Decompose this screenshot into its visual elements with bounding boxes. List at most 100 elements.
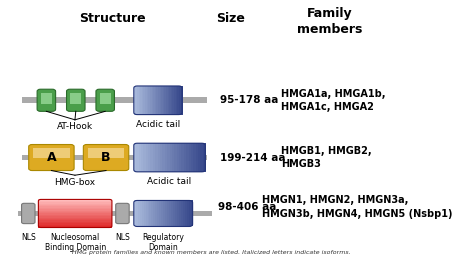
Bar	[175, 200, 177, 226]
Bar	[172, 143, 175, 172]
Text: Size: Size	[216, 12, 245, 25]
Bar	[38, 223, 112, 225]
Text: Structure: Structure	[80, 12, 146, 25]
Bar	[151, 200, 154, 226]
Bar	[146, 200, 148, 226]
Bar	[38, 222, 112, 224]
Bar	[181, 200, 183, 226]
Bar	[38, 212, 112, 214]
Bar	[38, 204, 112, 205]
Bar	[140, 200, 142, 226]
Bar	[176, 86, 178, 115]
Bar	[191, 200, 193, 226]
FancyBboxPatch shape	[116, 203, 129, 224]
Bar	[150, 143, 153, 172]
Bar	[100, 93, 111, 104]
Bar	[189, 200, 191, 226]
Bar	[179, 200, 181, 226]
Bar	[164, 86, 166, 115]
Bar	[136, 86, 137, 115]
Bar	[145, 86, 147, 115]
FancyBboxPatch shape	[37, 89, 55, 111]
Bar	[171, 86, 173, 115]
Bar	[153, 143, 155, 172]
Bar	[170, 143, 173, 172]
Bar	[33, 148, 70, 158]
Bar	[157, 200, 160, 226]
Bar	[187, 200, 189, 226]
Bar	[147, 200, 150, 226]
Bar	[191, 143, 194, 172]
Bar	[142, 200, 144, 226]
Bar	[146, 143, 148, 172]
Bar	[174, 86, 176, 115]
Text: HMG-box: HMG-box	[55, 178, 95, 187]
Bar	[177, 200, 179, 226]
Bar	[88, 148, 124, 158]
FancyBboxPatch shape	[21, 203, 35, 224]
Bar	[38, 201, 112, 203]
Text: 95-178 aa: 95-178 aa	[220, 95, 278, 105]
Bar	[173, 200, 175, 226]
Bar	[22, 155, 207, 160]
Bar	[150, 86, 152, 115]
Bar	[166, 86, 168, 115]
Bar	[148, 86, 150, 115]
Bar	[165, 200, 167, 226]
Bar	[134, 86, 136, 115]
Bar	[189, 143, 191, 172]
Text: HMGN1, HMGN2, HMGN3a,
HMGN3b, HMGN4, HMGN5 (Nsbp1): HMGN1, HMGN2, HMGN3a, HMGN3b, HMGN4, HMG…	[262, 195, 453, 219]
Bar	[38, 211, 112, 212]
Bar	[154, 200, 156, 226]
Text: A: A	[46, 151, 56, 164]
Bar	[163, 200, 165, 226]
Bar	[138, 86, 141, 115]
Text: HMGA1a, HMGA1b,
HMGA1c, HMGA2: HMGA1a, HMGA1b, HMGA1c, HMGA2	[281, 89, 385, 112]
Text: 199-214 aa: 199-214 aa	[220, 153, 285, 163]
Bar	[177, 143, 180, 172]
Bar	[38, 209, 112, 211]
Bar	[183, 200, 185, 226]
Bar	[137, 86, 139, 115]
Bar	[186, 143, 189, 172]
Bar	[165, 143, 167, 172]
Bar	[160, 86, 162, 115]
Text: NLS: NLS	[21, 233, 36, 242]
Bar	[22, 97, 207, 103]
Bar	[153, 86, 155, 115]
Bar	[179, 86, 181, 115]
Bar	[38, 199, 112, 201]
Bar	[38, 215, 112, 216]
Bar	[38, 205, 112, 207]
Bar	[184, 143, 187, 172]
Text: Acidic tail: Acidic tail	[147, 177, 191, 186]
Bar	[38, 219, 112, 221]
Bar	[163, 86, 165, 115]
Bar	[169, 200, 172, 226]
Bar	[161, 86, 163, 115]
FancyBboxPatch shape	[29, 144, 74, 170]
Bar	[156, 86, 158, 115]
Bar	[38, 225, 112, 226]
Text: HMGB1, HMGB2,
HMGB3: HMGB1, HMGB2, HMGB3	[281, 146, 372, 169]
Bar	[140, 86, 142, 115]
Bar	[196, 143, 199, 172]
Bar	[38, 208, 112, 210]
Bar	[201, 143, 203, 172]
Bar	[198, 143, 201, 172]
Bar	[152, 86, 154, 115]
Bar	[182, 143, 184, 172]
Text: Regulatory
Domain: Regulatory Domain	[142, 233, 184, 252]
Bar	[143, 143, 146, 172]
Text: Nucleosomal
Binding Domain: Nucleosomal Binding Domain	[45, 233, 106, 252]
Bar	[177, 86, 179, 115]
Bar	[134, 143, 137, 172]
Bar	[167, 200, 170, 226]
Bar	[138, 143, 141, 172]
Bar	[173, 86, 174, 115]
Bar	[141, 143, 144, 172]
Bar	[38, 226, 112, 228]
Bar	[160, 143, 163, 172]
Bar	[193, 143, 196, 172]
Text: AT-Hook: AT-Hook	[57, 122, 93, 132]
